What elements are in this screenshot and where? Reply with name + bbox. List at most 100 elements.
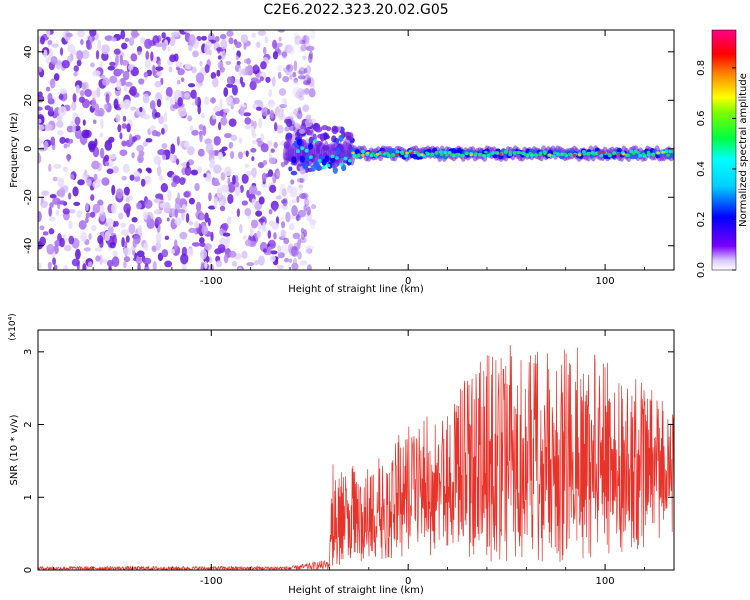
- noise-blob: [262, 46, 267, 55]
- noise-blob: [38, 152, 41, 164]
- noise-blob: [76, 59, 82, 67]
- noise-blob: [231, 84, 238, 96]
- noise-blob: [72, 93, 77, 103]
- noise-blob: [197, 104, 201, 115]
- noise-blob: [53, 73, 60, 82]
- band-core-hot: [518, 151, 523, 155]
- y-tick-label: -20: [23, 189, 34, 205]
- noise-blob: [91, 160, 100, 170]
- noise-blob: [184, 165, 192, 176]
- noise-blob: [228, 141, 234, 149]
- band-core-hot: [375, 152, 380, 156]
- noise-blob: [239, 106, 245, 116]
- noise-blob: [131, 217, 138, 223]
- band-core-cyan: [404, 154, 409, 158]
- noise-blob: [299, 39, 306, 45]
- noise-blob: [253, 120, 257, 129]
- noise-blob: [256, 41, 261, 48]
- noise-blob: [302, 80, 311, 86]
- band-core-hot: [459, 153, 464, 157]
- noise-blob: [244, 239, 252, 247]
- noise-blob: [46, 244, 54, 249]
- noise-blob: [208, 149, 215, 157]
- noise-blob: [161, 32, 166, 39]
- noise-blob: [301, 88, 310, 96]
- snr-y-ticks: 0 1 2 3: [23, 349, 674, 573]
- transition-blob: [345, 135, 353, 141]
- noise-blob: [164, 235, 170, 241]
- noise-blob: [87, 261, 93, 268]
- noise-blob: [145, 138, 153, 143]
- band-core-cyan: [633, 149, 638, 154]
- noise-blob: [262, 248, 267, 253]
- snr-panel: -100 0 100 0 1 2 3 Height of straight line (k…: [8, 313, 675, 596]
- noise-blob: [92, 180, 101, 189]
- noise-blob: [151, 129, 159, 137]
- band-core-hot: [671, 150, 674, 154]
- noise-blob: [169, 35, 176, 47]
- noise-blob: [299, 237, 307, 244]
- noise-blob: [283, 67, 288, 73]
- noise-blob: [296, 249, 301, 255]
- noise-blob: [224, 166, 232, 177]
- band-core-hot: [366, 151, 370, 155]
- noise-blob: [294, 91, 303, 99]
- noise-blob: [268, 220, 276, 227]
- noise-blob: [298, 95, 305, 101]
- noise-blob: [167, 190, 172, 202]
- noise-blob: [161, 154, 167, 161]
- band-core-blue: [332, 166, 338, 174]
- noise-blob: [277, 30, 286, 33]
- noise-blob: [156, 165, 162, 177]
- noise-blob: [101, 44, 110, 55]
- noise-blob: [282, 204, 289, 210]
- band-core-blue: [296, 138, 303, 146]
- noise-blob: [227, 193, 234, 204]
- noise-blob: [241, 250, 248, 259]
- noise-blob: [293, 108, 301, 116]
- noise-blob: [278, 49, 282, 55]
- noise-blob: [250, 119, 254, 127]
- noise-blob: [183, 141, 190, 149]
- band-core-hot: [390, 154, 395, 157]
- noise-blob: [74, 128, 82, 140]
- noise-blob: [188, 44, 193, 52]
- noise-blob: [130, 106, 137, 111]
- noise-blob: [72, 186, 79, 197]
- noise-blob: [137, 51, 142, 56]
- noise-blob: [133, 170, 140, 177]
- spectrogram-panel: -100 0 100 -40 -20 0 20 40 Height of straight …: [9, 29, 675, 295]
- noise-blob: [241, 200, 249, 206]
- noise-blob: [120, 30, 126, 40]
- noise-blob: [250, 147, 257, 153]
- noise-blob: [111, 184, 116, 196]
- noise-blob: [216, 69, 221, 77]
- noise-blob: [65, 32, 73, 38]
- band-core-hot: [484, 150, 488, 154]
- band-core-hot: [405, 151, 409, 155]
- noise-blob: [103, 103, 109, 110]
- snr-x-axis-label: Height of straight line (km): [288, 585, 424, 596]
- snr-y-scale-label: (x10⁴): [8, 313, 18, 340]
- band-core-hot: [489, 152, 493, 156]
- y-tick-label: 2: [23, 421, 34, 427]
- noise-blob: [154, 216, 162, 225]
- noise-blob: [136, 144, 144, 153]
- noise-blob: [109, 241, 116, 249]
- noise-blob: [70, 173, 75, 180]
- noise-blob: [137, 262, 141, 270]
- noise-blob: [305, 199, 313, 205]
- noise-blob: [303, 35, 307, 46]
- noise-blob: [289, 74, 293, 80]
- noise-blob: [157, 60, 161, 67]
- noise-blob: [210, 72, 217, 80]
- noise-blob: [86, 178, 92, 187]
- band-core-blue: [498, 154, 504, 160]
- band-core-hot: [621, 152, 626, 156]
- noise-blob: [155, 232, 162, 244]
- noise-blob: [223, 108, 230, 114]
- transition-blob: [298, 128, 306, 135]
- snr-y-axis-label: SNR (10 * v/v): [9, 414, 20, 485]
- noise-blob: [99, 132, 104, 138]
- noise-blob: [244, 117, 252, 125]
